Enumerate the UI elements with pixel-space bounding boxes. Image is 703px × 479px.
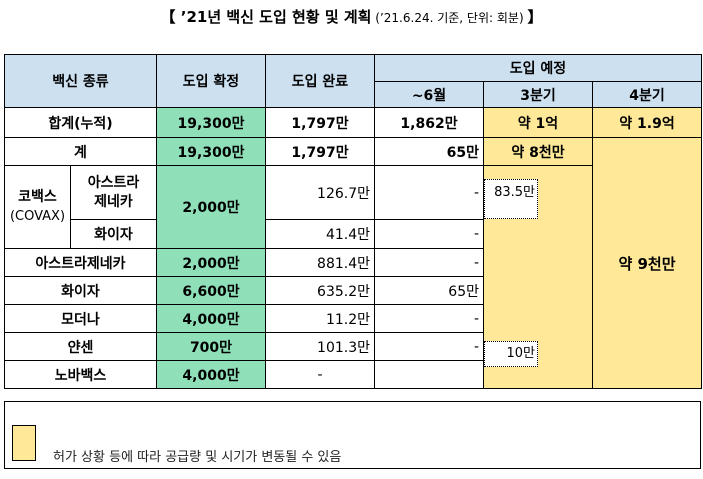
row-confirmed: 4,000만 — [156, 360, 266, 389]
covax-astra-q3-box: 83.5만 — [484, 179, 538, 219]
total-completed: 1,797만 — [265, 107, 375, 138]
table-row: 얀센 700만 101.3만 - — [4, 332, 702, 361]
total-june: 1,862만 — [374, 107, 484, 138]
table-row: 모더나 4,000만 11.2만 - — [4, 304, 702, 333]
legend-box: 허가 상황 등에 따라 공급량 및 시기가 변동될 수 있음 — [4, 401, 701, 469]
header-q3: 3분기 — [483, 81, 593, 108]
total-confirmed: 19,300만 — [156, 107, 266, 138]
page-title: 【 ’21년 백신 도입 현황 및 계획 (’21.6.24. 기준, 단위: … — [0, 6, 703, 27]
sum-q3: 약 8천만 — [483, 137, 593, 166]
header-confirmed: 도입 확정 — [156, 54, 266, 108]
covax-label-ko: 코백스 — [18, 189, 57, 205]
row-confirmed: 2,000만 — [156, 248, 266, 277]
covax-astra-label-line1: 아스트라 — [87, 174, 140, 191]
covax-pfizer-label: 화이자 — [70, 219, 157, 249]
covax-astra-completed: 126.7만 — [265, 165, 375, 220]
row-label: 노바백스 — [4, 360, 157, 389]
row-june: - — [374, 304, 484, 333]
total-q3: 약 1억 — [483, 107, 593, 138]
header-planned: 도입 예정 — [374, 54, 702, 82]
row-confirmed: 4,000만 — [156, 304, 266, 333]
q4-merged: 약 9천만 — [592, 137, 702, 389]
sum-confirmed: 19,300만 — [156, 137, 266, 166]
row-label: 얀센 — [4, 332, 157, 361]
janssen-q3-box: 10만 — [484, 341, 538, 367]
row-label: 아스트라제네카 — [4, 248, 157, 277]
table-row: 노바백스 4,000만 - — [4, 360, 702, 389]
row-completed: 881.4만 — [265, 248, 375, 277]
sum-row: 계 19,300만 1,797만 65만 약 8천만 약 9천만 — [4, 137, 702, 389]
covax-pfizer-row: 화이자 41.4만 - — [5, 219, 702, 249]
table-row: 화이자 6,600만 635.2만 65만 — [4, 276, 702, 305]
covax-label-en: (COVAX) — [9, 209, 66, 224]
row-confirmed: 700만 — [156, 332, 266, 361]
header-q4: 4분기 — [592, 81, 702, 108]
covax-astra-june: - — [374, 165, 484, 220]
row-completed: 11.2만 — [265, 304, 375, 333]
sum-completed: 1,797만 — [265, 137, 375, 166]
total-label: 합계(누적) — [4, 107, 157, 138]
row-label: 모더나 — [4, 304, 157, 333]
total-row: 합계(누적) 19,300만 1,797만 1,862만 약 1억 약 1.9억 — [4, 107, 702, 138]
row-june: - — [374, 248, 484, 277]
row-june: 65만 — [374, 276, 484, 305]
title-main: 【 ’21년 백신 도입 현황 및 계획 — [160, 8, 372, 26]
sum-label: 계 — [4, 137, 157, 166]
row-completed: 635.2만 — [265, 276, 375, 305]
legend-text: 허가 상황 등에 따라 공급량 및 시기가 변동될 수 있음 — [53, 450, 342, 465]
row-confirmed: 6,600만 — [156, 276, 266, 305]
row-completed: - — [265, 360, 375, 389]
total-q4: 약 1.9억 — [592, 107, 702, 138]
row-june-empty — [374, 360, 484, 389]
sum-june: 65만 — [374, 137, 484, 166]
covax-pfizer-june: - — [374, 219, 484, 249]
covax-label: 코백스 (COVAX) — [4, 165, 71, 249]
row-label: 화이자 — [4, 276, 157, 305]
header-june: ~6월 — [374, 81, 484, 108]
covax-pfizer-completed: 41.4만 — [265, 219, 375, 249]
legend-swatch — [12, 425, 36, 461]
title-end: 】 — [527, 8, 543, 26]
title-sub: (’21.6.24. 기준, 단위: 회분) — [371, 11, 528, 25]
row-june: - — [374, 332, 484, 361]
covax-astra-label-line2: 제네카 — [94, 193, 133, 210]
covax-confirmed: 2,000만 — [156, 165, 266, 249]
row-completed: 101.3만 — [265, 332, 375, 361]
header-vaccine: 백신 종류 — [4, 54, 157, 108]
header-completed: 도입 완료 — [265, 54, 375, 108]
vaccine-table: 백신 종류 도입 확정 도입 완료 도입 예정 ~6월 3분기 4분기 합계(누… — [4, 54, 702, 389]
table-row: 아스트라제네카 2,000만 881.4만 - — [4, 248, 702, 277]
